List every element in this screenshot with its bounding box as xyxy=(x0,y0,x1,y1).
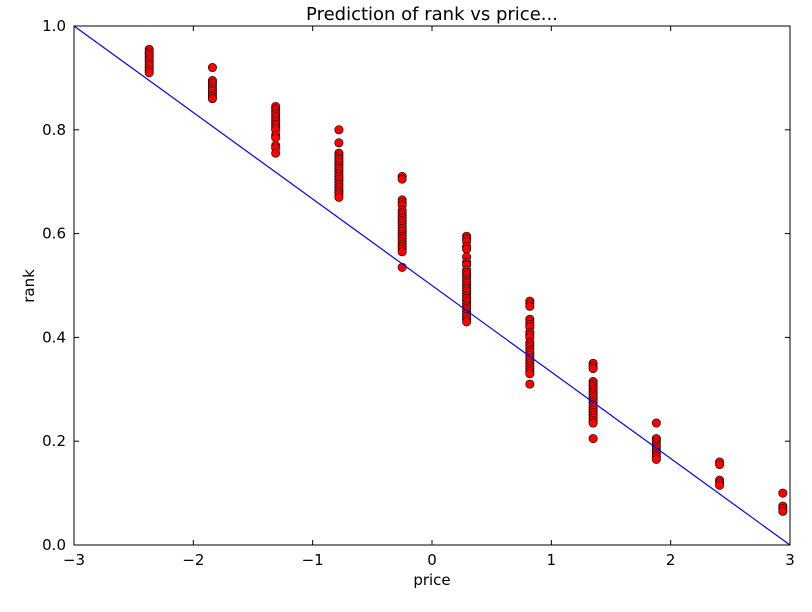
x-tick-label: 0 xyxy=(427,551,437,569)
data-point xyxy=(144,68,154,78)
y-axis-label: rank xyxy=(20,269,38,303)
prediction-line-path xyxy=(73,25,791,546)
chart-title: Prediction of rank vs price... xyxy=(306,4,558,25)
data-point xyxy=(525,379,535,389)
x-tick-label: 3 xyxy=(785,551,795,569)
data-point xyxy=(462,317,472,327)
data-point xyxy=(588,434,598,444)
x-axis-ticks: −3 −2 −1 0 1 2 3 xyxy=(63,26,795,569)
data-point xyxy=(525,369,535,379)
data-point xyxy=(334,125,344,135)
y-tick-label: 1.0 xyxy=(42,17,66,35)
data-point xyxy=(715,480,725,490)
data-points xyxy=(144,44,788,516)
x-axis-label: price xyxy=(413,571,450,589)
data-point xyxy=(715,460,725,470)
data-point xyxy=(588,364,598,374)
y-axis-ticks: 0.0 0.2 0.4 0.6 0.8 1.0 xyxy=(42,17,790,554)
x-tick-label: −1 xyxy=(302,551,324,569)
data-point xyxy=(207,63,217,73)
y-tick-label: 0.6 xyxy=(42,225,66,243)
data-point xyxy=(651,454,661,464)
y-tick-label: 0.0 xyxy=(42,536,66,554)
data-point xyxy=(462,244,472,254)
data-point xyxy=(588,418,598,428)
data-point xyxy=(778,506,788,516)
data-point xyxy=(207,94,217,104)
data-point xyxy=(778,488,788,498)
y-tick-label: 0.2 xyxy=(42,432,66,450)
x-tick-label: 2 xyxy=(666,551,676,569)
data-point xyxy=(397,247,407,257)
x-tick-label: 1 xyxy=(547,551,557,569)
data-point xyxy=(397,174,407,184)
x-tick-label: −2 xyxy=(182,551,204,569)
data-point xyxy=(334,138,344,148)
data-point xyxy=(525,301,535,311)
x-tick-label: −3 xyxy=(63,551,85,569)
y-tick-label: 0.4 xyxy=(42,328,66,346)
prediction-line xyxy=(73,25,791,546)
data-point xyxy=(651,418,661,428)
data-point xyxy=(271,133,281,143)
data-point xyxy=(271,148,281,158)
y-tick-label: 0.8 xyxy=(42,121,66,139)
data-point xyxy=(334,192,344,202)
